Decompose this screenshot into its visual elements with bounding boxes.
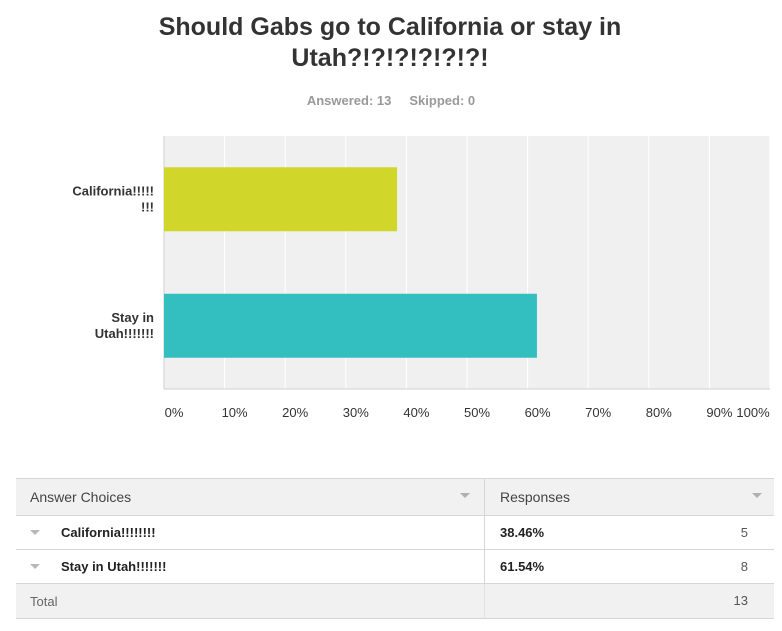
total-count: 13 (733, 593, 748, 608)
response-cell: 61.54% 8 (484, 549, 774, 584)
x-tick-label: 20% (282, 405, 308, 420)
y-category-label-line: Utah!!!!!!! (95, 326, 154, 341)
bar-chart: 0% 10% 20% 30% 40% 50% 60% 70% 80% 90% 100% Califor… (72, 136, 771, 420)
answer-choices-header[interactable]: Answer Choices (16, 478, 485, 516)
x-tick-label: 0% (165, 405, 184, 420)
response-count: 8 (740, 559, 748, 574)
response-count: 5 (740, 525, 748, 540)
answered-count: Answered: 13 (306, 93, 392, 108)
responses-header[interactable]: Responses (484, 478, 774, 516)
x-tick-label: 70% (585, 405, 611, 420)
chart-title-line-1: Should Gabs go to California or stay in (158, 13, 622, 41)
sort-chevron-down-icon[interactable] (460, 493, 470, 498)
y-category-label-line: Stay in (111, 310, 154, 325)
bar-0 (164, 167, 398, 232)
table-total-row: Total 13 (16, 583, 774, 619)
total-label-cell: Total (16, 583, 485, 619)
answer-choice-label: California!!!!!!!! (61, 525, 156, 540)
answer-choice-cell: California!!!!!!!! (16, 515, 485, 550)
expand-chevron-down-icon[interactable] (30, 564, 40, 569)
x-tick-label: 30% (343, 405, 369, 420)
answer-choice-cell: Stay in Utah!!!!!!! (16, 549, 485, 584)
response-stats: Answered: 13 Skipped: 0 (0, 93, 782, 108)
y-category-label-line: !!! (141, 199, 154, 214)
expand-chevron-down-icon[interactable] (30, 530, 40, 535)
x-tick-label: 10% (222, 405, 248, 420)
chart-title-line-2: Utah?!?!?!?!?!?! (291, 44, 489, 72)
x-tick-label: 100% (736, 405, 770, 420)
table-header-row: Answer Choices Responses (16, 478, 774, 516)
answer-choice-label: Stay in Utah!!!!!!! (61, 559, 167, 574)
answer-choices-header-label: Answer Choices (30, 489, 132, 505)
response-cell: 38.46% 5 (484, 515, 774, 550)
x-tick-label: 50% (464, 405, 490, 420)
response-percent: 61.54% (500, 559, 545, 574)
responses-table: Answer Choices Responses California!!!!!… (16, 478, 774, 619)
table-row: Stay in Utah!!!!!!! 61.54% 8 (16, 549, 774, 584)
y-category-label-line: California!!!!! (72, 183, 154, 198)
sort-chevron-down-icon[interactable] (752, 493, 762, 498)
chart-title: Should Gabs go to California or stay in … (120, 12, 660, 74)
y-category-label: Stay in Utah!!!!!!! (95, 310, 154, 341)
responses-header-label: Responses (500, 489, 571, 505)
total-label: Total (30, 593, 58, 609)
bar-1 (164, 293, 537, 358)
x-tick-label: 60% (525, 405, 551, 420)
skipped-count: Skipped: 0 (409, 93, 476, 108)
total-count-cell: 13 (484, 583, 774, 619)
table-row: California!!!!!!!! 38.46% 5 (16, 515, 774, 550)
x-tick-label: 90% (706, 405, 732, 420)
y-category-label: California!!!!!!!! (72, 183, 154, 214)
x-tick-label: 80% (646, 405, 672, 420)
response-percent: 38.46% (500, 525, 545, 540)
x-tick-label: 40% (403, 405, 429, 420)
